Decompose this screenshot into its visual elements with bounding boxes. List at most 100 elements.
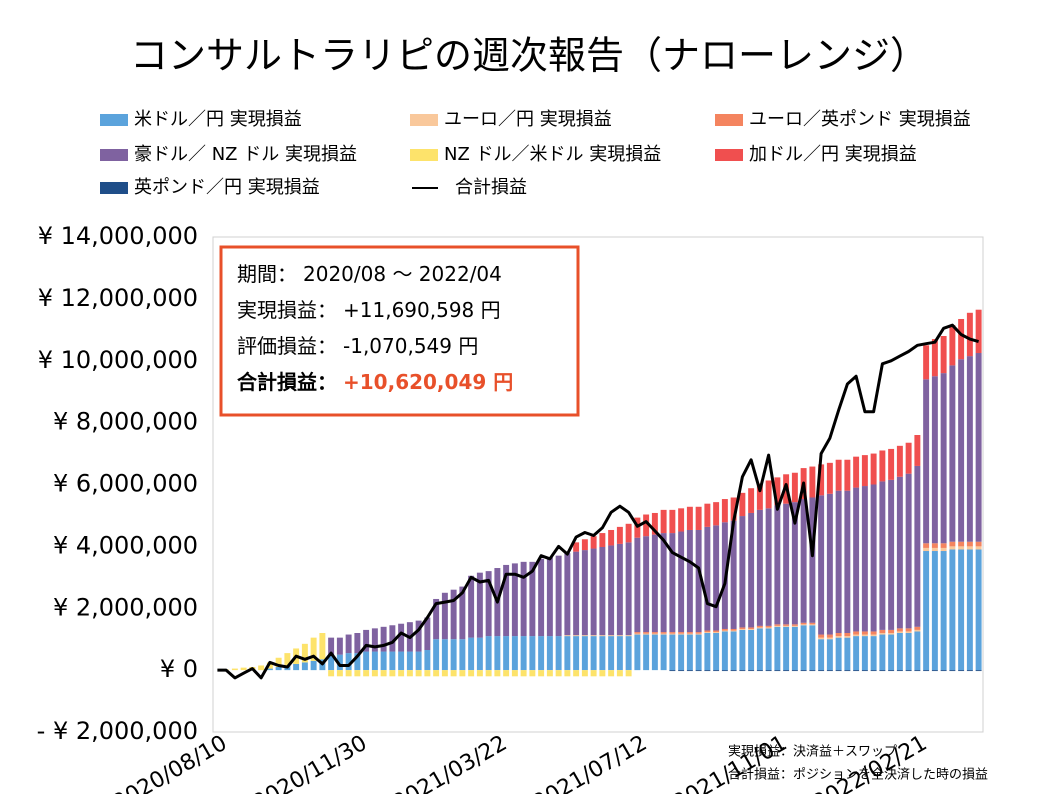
- bar-segment: [844, 459, 851, 491]
- bar-segment: [791, 502, 798, 625]
- y-tick-label: ¥ 10,000,000: [38, 346, 198, 374]
- bar-segment: [643, 514, 650, 537]
- bar-segment: [564, 636, 571, 671]
- bar-segment: [354, 653, 361, 671]
- bar-segment: [853, 634, 860, 637]
- bar-segment: [660, 509, 667, 534]
- bar-segment: [695, 633, 702, 635]
- bar-segment: [853, 631, 860, 635]
- bar-segment: [940, 543, 947, 548]
- x-tick-label: 2021/11/01: [669, 731, 791, 794]
- bar-segment: [660, 632, 667, 634]
- bar-segment: [914, 629, 921, 632]
- bar-segment: [345, 670, 352, 677]
- bar-segment: [389, 625, 396, 652]
- bar-segment: [835, 670, 842, 672]
- bar-segment: [765, 625, 772, 628]
- legend-swatch: [410, 114, 438, 126]
- bar-segment: [966, 670, 973, 672]
- bar-segment: [826, 637, 833, 640]
- bar-segment: [791, 625, 798, 627]
- bar-segment: [826, 462, 833, 494]
- bar-segment: [748, 628, 755, 630]
- bar-segment: [888, 633, 895, 635]
- bar-segment: [634, 634, 641, 671]
- bar-segment: [695, 529, 702, 633]
- bar-segment: [503, 636, 510, 671]
- bar-segment: [363, 651, 370, 671]
- bar-segment: [643, 632, 650, 634]
- bar-segment: [774, 505, 781, 625]
- bar-segment: [940, 336, 947, 374]
- bar-segment: [301, 643, 308, 663]
- bar-segment: [573, 635, 580, 637]
- bar-segment: [713, 632, 720, 633]
- bar-segment: [748, 512, 755, 628]
- bar-segment: [678, 634, 685, 671]
- legend-swatch: [715, 149, 743, 161]
- bar-segment: [599, 533, 606, 547]
- bar-segment: [555, 670, 562, 677]
- legend-swatch: [100, 114, 128, 126]
- bar-segment: [643, 634, 650, 671]
- bar-segment: [625, 523, 632, 543]
- bar-segment: [835, 636, 842, 638]
- bar-segment: [415, 651, 422, 671]
- annotation-label: 合計損益：: [237, 370, 337, 394]
- bar-segment: [774, 670, 781, 672]
- bar-segment: [651, 634, 658, 671]
- bar-segment: [319, 633, 326, 660]
- bar-segment: [590, 670, 597, 677]
- bar-segment: [625, 670, 632, 677]
- bar-segment: [336, 670, 343, 677]
- bar-segment: [905, 442, 912, 474]
- bar-segment: [441, 670, 448, 677]
- bar-segment: [888, 629, 895, 633]
- bar-segment: [686, 506, 693, 530]
- bar-segment: [651, 534, 658, 633]
- bar-segment: [888, 670, 895, 672]
- bar-segment: [459, 639, 466, 671]
- y-tick-label: ¥ 14,000,000: [38, 222, 198, 250]
- bar-segment: [476, 670, 483, 677]
- bar-segment: [818, 495, 825, 635]
- bar-segment: [853, 670, 860, 672]
- bar-segment: [835, 633, 842, 637]
- bar-segment: [721, 630, 728, 632]
- bar-segment: [581, 636, 588, 671]
- bar-segment: [450, 670, 457, 677]
- bar-segment: [756, 628, 763, 671]
- bar-segment: [476, 572, 483, 638]
- bar-segment: [966, 546, 973, 550]
- bar-segment: [511, 636, 518, 671]
- bar-segment: [783, 626, 790, 671]
- bar-segment: [905, 631, 912, 633]
- bar-segment: [870, 636, 877, 671]
- bar-segment: [870, 453, 877, 485]
- bar-segment: [861, 636, 868, 671]
- bar-segment: [345, 653, 352, 671]
- bar-segment: [958, 318, 965, 360]
- bar-segment: [870, 634, 877, 637]
- bar-segment: [310, 660, 317, 671]
- bar-segment: [581, 539, 588, 551]
- bar-segment: [800, 670, 807, 672]
- bar-segment: [564, 553, 571, 636]
- bar-segment: [756, 670, 763, 672]
- bar-segment: [634, 632, 641, 634]
- bar-segment: [765, 480, 772, 509]
- bar-segment: [546, 670, 553, 677]
- bar-segment: [581, 670, 588, 677]
- bar-segment: [616, 526, 623, 544]
- bar-segment: [809, 497, 816, 623]
- legend-label: NZ ドル／米ドル 実現損益: [444, 144, 661, 165]
- bar-segment: [686, 633, 693, 635]
- bar-segment: [669, 632, 676, 634]
- bar-segment: [485, 571, 492, 637]
- bar-segment: [564, 670, 571, 677]
- bar-segment: [424, 670, 431, 677]
- bar-segment: [590, 635, 597, 637]
- bar-segment: [573, 636, 580, 671]
- bar-segment: [800, 499, 807, 623]
- bar-segment: [476, 637, 483, 671]
